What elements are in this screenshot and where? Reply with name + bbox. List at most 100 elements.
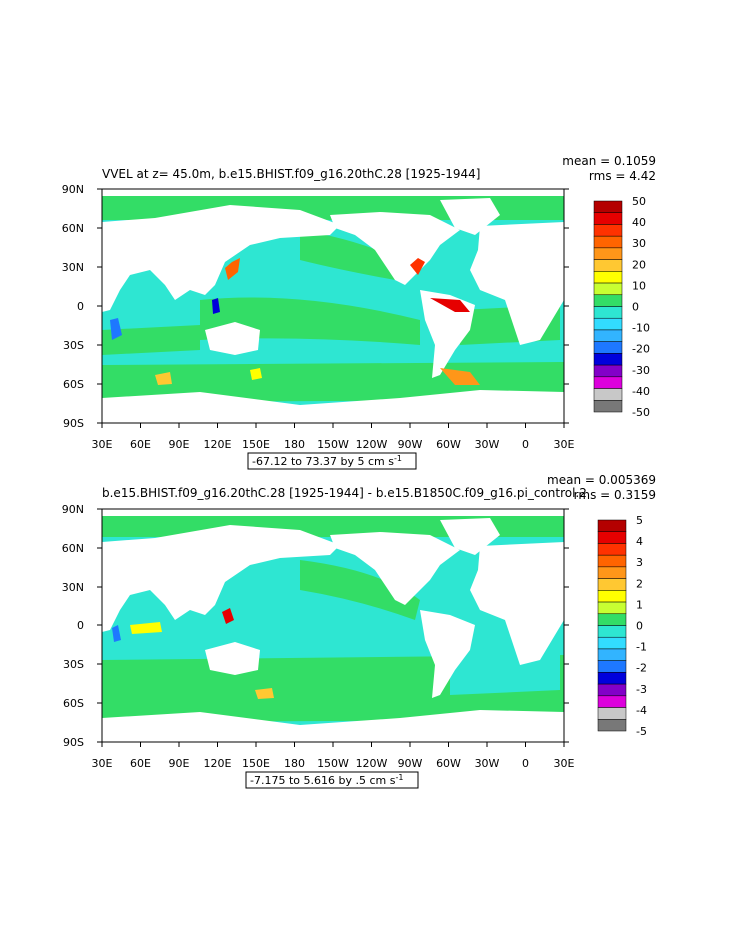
lat-label: 30N	[62, 581, 84, 594]
panel-bottom-contour-info: -7.175 to 5.616 by .5 cm s-1	[245, 771, 419, 789]
colorbar-swatch	[597, 707, 627, 720]
colorbar-swatch	[597, 672, 627, 685]
colorbar-label: 1	[636, 598, 643, 611]
panel-bottom-rms: rms = 0.3159	[574, 488, 656, 502]
colorbar-swatch	[597, 578, 627, 591]
colorbar-swatch	[593, 341, 623, 354]
lon-label: 90W	[398, 757, 423, 770]
colorbar-swatch	[593, 247, 623, 260]
colorbar-swatch	[597, 683, 627, 697]
colorbar-label: 5	[636, 514, 643, 527]
lat-label: 60S	[63, 378, 84, 391]
lat-label: 0	[77, 300, 84, 313]
contour-info-text: -7.175 to 5.616 by .5 cm s	[250, 774, 396, 787]
lat-label: 60S	[63, 697, 84, 710]
colorbar-swatch	[593, 317, 623, 331]
colorbar-label: -10	[632, 322, 650, 335]
colorbar-swatch	[597, 554, 627, 568]
colorbar-swatch	[597, 566, 627, 579]
colorbar-swatch	[593, 306, 623, 319]
panel-top-lat-axis: 90N 60N 30N 0 30S 60S 90S	[62, 183, 569, 430]
panel-bottom: b.e15.BHIST.f09_g16.20thC.28 [1925-1944]…	[62, 473, 656, 789]
lon-label: 60E	[130, 757, 151, 770]
panel-top-map	[102, 189, 564, 423]
lon-label: 0	[522, 757, 529, 770]
colorbar-swatch	[597, 695, 627, 708]
lat-label: 90N	[62, 503, 84, 516]
contour-info-text: -67.12 to 73.37 by 5 cm s	[252, 455, 394, 468]
lon-label: 120W	[356, 438, 388, 451]
lon-label: 60W	[436, 438, 461, 451]
lon-label: 0	[522, 438, 529, 451]
lat-label: 90N	[62, 183, 84, 196]
lon-label: 30E	[554, 438, 575, 451]
colorbar-label: 3	[636, 556, 643, 569]
colorbar-label: 10	[632, 279, 646, 292]
panel-top-lon-axis: 30E 60E 90E 120E 150E 180 150W 120W 90W …	[92, 423, 575, 451]
colorbar-swatch	[593, 212, 623, 225]
colorbar-swatch	[593, 224, 623, 237]
panel-top-mean: mean = 0.1059	[562, 154, 656, 168]
colorbar-swatch	[593, 329, 623, 342]
lon-label: 60E	[130, 438, 151, 451]
colorbar-label: -2	[636, 662, 647, 675]
lat-label: 90S	[63, 417, 84, 430]
panel-bottom-colorbar: 5 4 3 2 1 0 -1 -2 -3 -4 -5	[597, 514, 647, 738]
lat-label: 0	[77, 619, 84, 632]
colorbar-swatch	[597, 613, 627, 626]
colorbar-label: 40	[632, 216, 646, 229]
colorbar-swatch	[597, 719, 627, 732]
lon-label: 90W	[398, 438, 423, 451]
panel-bottom-map	[102, 509, 564, 742]
colorbar-swatch	[593, 353, 623, 366]
lon-label: 30W	[475, 438, 500, 451]
colorbar-label: 50	[632, 195, 646, 208]
colorbar-label: -1	[636, 641, 647, 654]
colorbar-label: -3	[636, 683, 647, 696]
colorbar-swatch	[593, 364, 623, 378]
lon-label: 150W	[317, 438, 349, 451]
colorbar-swatch	[593, 376, 623, 389]
lat-label: 60N	[62, 222, 84, 235]
colorbar-swatch	[597, 590, 627, 603]
colorbar-swatch	[593, 259, 623, 272]
panel-bottom-lat-axis: 90N 60N 30N 0 30S 60S 90S	[62, 503, 569, 749]
lon-label: 30E	[554, 757, 575, 770]
lon-label: 120E	[204, 438, 232, 451]
colorbar-label: -50	[632, 406, 650, 419]
colorbar-label: -20	[632, 343, 650, 356]
colorbar-swatch	[597, 531, 627, 544]
panel-bottom-lon-axis: 30E 60E 90E 120E 150E 180 150W 120W 90W …	[92, 742, 575, 770]
colorbar-swatch	[597, 601, 627, 615]
colorbar-label: -30	[632, 364, 650, 377]
panel-bottom-title: b.e15.BHIST.f09_g16.20thC.28 [1925-1944]…	[102, 486, 587, 500]
colorbar-swatch	[597, 519, 627, 532]
lat-label: 30N	[62, 261, 84, 274]
lon-label: 180	[284, 757, 305, 770]
colorbar-swatch	[597, 625, 627, 638]
panel-top: VVEL at z= 45.0m, b.e15.BHIST.f09_g16.20…	[62, 154, 656, 470]
colorbar-swatch	[593, 388, 623, 401]
lon-label: 90E	[169, 757, 190, 770]
colorbar-swatch	[593, 294, 623, 307]
panel-top-contour-info: -67.12 to 73.37 by 5 cm s-1	[247, 452, 417, 470]
colorbar-label: -5	[636, 725, 647, 738]
colorbar-label: 30	[632, 237, 646, 250]
colorbar-swatch	[593, 400, 623, 413]
lon-label: 30E	[92, 757, 113, 770]
colorbar-swatch	[593, 200, 623, 213]
panel-top-title: VVEL at z= 45.0m, b.e15.BHIST.f09_g16.20…	[102, 167, 480, 181]
lon-label: 150E	[242, 438, 270, 451]
svg-text:-7.175 to 5.616 by .5 cm s-1: -7.175 to 5.616 by .5 cm s-1	[250, 773, 403, 787]
colorbar-swatch	[597, 543, 627, 556]
lon-label: 30E	[92, 438, 113, 451]
lon-label: 90E	[169, 438, 190, 451]
colorbar-label: 0	[632, 301, 639, 314]
colorbar-label: -40	[632, 385, 650, 398]
colorbar-swatch	[593, 235, 623, 249]
colorbar-swatch	[597, 660, 627, 673]
lon-label: 30W	[475, 757, 500, 770]
lon-label: 150W	[317, 757, 349, 770]
panel-bottom-mean: mean = 0.005369	[547, 473, 656, 487]
